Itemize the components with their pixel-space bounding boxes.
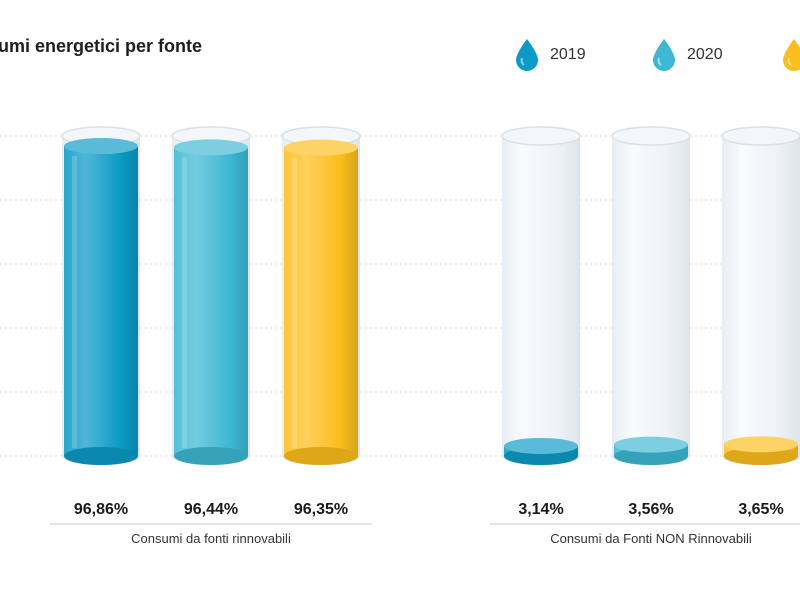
water-drop-icon — [783, 39, 800, 71]
bar-base — [64, 447, 138, 465]
bar — [64, 146, 138, 456]
bar-base — [174, 447, 248, 465]
bar-highlight — [292, 157, 297, 448]
bar-glass-rim — [611, 126, 691, 146]
bar-top — [504, 437, 578, 454]
bar-top — [64, 138, 138, 155]
legend: 2019 2020 — [0, 0, 800, 100]
bar-top — [284, 139, 358, 156]
bar — [174, 147, 248, 456]
water-drop-icon — [516, 39, 538, 71]
bar-highlight — [182, 157, 187, 448]
value-label: 96,35% — [294, 501, 348, 518]
value-label: 3,14% — [518, 501, 563, 518]
value-label: 3,56% — [628, 501, 673, 518]
category-label: Consumi da Fonti NON Rinnovabili — [550, 531, 752, 546]
bar-top — [614, 436, 688, 453]
bar-glass — [722, 136, 800, 456]
bar-top — [174, 139, 248, 156]
chart-title: sumi energetici per fonte — [0, 36, 203, 56]
bar-base — [724, 447, 798, 465]
legend-label: 2020 — [687, 46, 723, 63]
bar-glass-rim — [501, 126, 581, 146]
category-label: Consumi da fonti rinnovabili — [131, 531, 291, 546]
water-drop-icon — [653, 39, 675, 71]
value-label: 96,44% — [184, 501, 238, 518]
value-label: 3,65% — [738, 501, 783, 518]
bar-glass — [502, 136, 580, 456]
bar-glass — [612, 136, 690, 456]
bar — [284, 147, 358, 456]
bar-base — [284, 447, 358, 465]
bar-top — [724, 436, 798, 453]
bar-highlight — [72, 156, 77, 448]
bar-glass-rim — [721, 126, 800, 146]
value-label: 96,86% — [74, 501, 128, 518]
legend-label: 2019 — [550, 46, 586, 63]
